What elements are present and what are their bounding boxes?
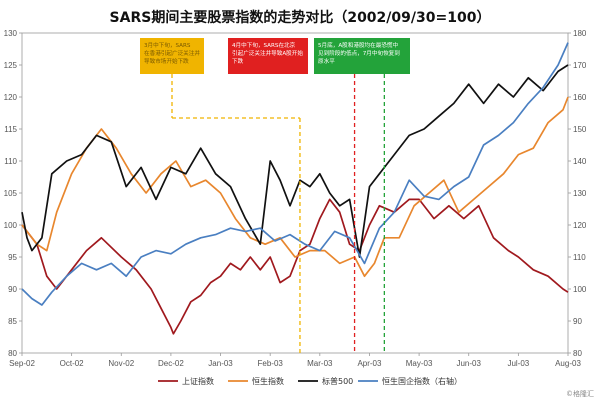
y-right-tick-label: 130 [573,189,587,198]
series-line-2 [21,96,569,278]
legend-label: 上证指数 [182,376,214,386]
y-left-tick-label: 130 [4,29,18,38]
x-tick-label: Mar-03 [307,359,333,368]
x-tick-label: Jul-03 [507,359,529,368]
y-right-tick-label: 110 [573,253,586,262]
x-tick-label: May-03 [406,359,433,368]
y-right-tick-label: 150 [573,125,587,134]
legend-label: 标普500 [322,376,353,386]
series-line-3 [21,64,569,258]
legend: 上证指数 恒生指数 标普500 恒生国企指数（右轴） [158,376,462,386]
legend-label: 恒生指数 [252,376,284,386]
x-tick-label: Aug-03 [555,359,581,368]
x-tick-label: Jun-03 [456,359,481,368]
y-right-tick-label: 170 [573,61,587,70]
y-left-tick-label: 120 [4,93,18,102]
y-left-tick-label: 80 [8,349,17,358]
annotation-box [228,38,308,74]
series-layer [21,42,569,335]
x-tick-label: Jan-03 [208,359,233,368]
y-left-tick-label: 125 [4,61,18,70]
x-tick-label: Nov-02 [108,359,134,368]
annotation-text: 3月中下旬，SARS 在香港引起广泛关注并导致市场开始下跌 [144,41,200,65]
y-right-tick-label: 180 [573,29,587,38]
y-left-tick-label: 110 [4,157,17,166]
x-tick-label: Feb-03 [258,359,284,368]
x-tick-label: Oct-02 [60,359,85,368]
y-right-tick-label: 140 [573,157,587,166]
watermark-text: ©格隆汇 [566,389,594,398]
y-left-tick-label: 115 [4,125,17,134]
x-tick-label: Dec-02 [158,359,184,368]
y-right-tick-label: 90 [573,317,582,326]
y-left-tick-label: 90 [8,285,17,294]
chart-title: SARS期间主要股票指数的走势对比（2002/09/30=100） [110,9,491,26]
y-left-tick-label: 95 [8,253,17,262]
y-right-tick-label: 160 [573,93,587,102]
y-left-tick-label: 100 [4,221,18,230]
y-left-tick-label: 85 [8,317,17,326]
annotation-text: 5月底，A股和港股均在最恐慌中见到阶段的低点，7月中旬恢复到原水平 [318,41,400,65]
annotation-layer: 3月中下旬，SARS 在香港引起广泛关注并导致市场开始下跌 4月中下旬，SARS在北… [140,38,410,353]
y-left-tick-label: 105 [4,189,18,198]
annotation-box [314,38,410,74]
axes: 80 85 90 95 100 105 110 115 120 125 130 80 90 100 110 1… [4,29,587,368]
y-right-tick-label: 120 [573,221,587,230]
annotation-box [140,38,204,74]
annotation-text: 4月中下旬，SARS在北京引起广泛关注并导致A股开始下跌 [232,41,303,65]
series-line-4 [21,42,569,306]
y-right-tick-label: 80 [573,349,582,358]
x-tick-label: Apr-03 [357,359,382,368]
legend-label: 恒生国企指数（右轴） [382,376,462,386]
y-right-tick-label: 100 [573,285,587,294]
x-tick-label: Sep-02 [9,359,35,368]
